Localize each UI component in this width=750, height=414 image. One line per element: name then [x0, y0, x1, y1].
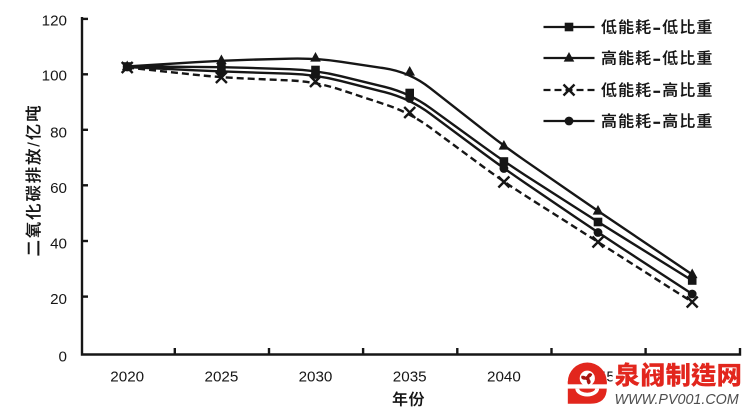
svg-text:0: 0: [59, 349, 67, 366]
svg-text:/: /: [25, 142, 43, 147]
svg-text:100: 100: [42, 68, 67, 85]
svg-text:120: 120: [42, 12, 67, 29]
svg-text:WWW.PV001.COM: WWW.PV001.COM: [615, 392, 739, 408]
svg-text:2025: 2025: [205, 369, 239, 386]
svg-text:2030: 2030: [299, 369, 333, 386]
svg-text:2020: 2020: [110, 369, 144, 386]
svg-text:20: 20: [50, 291, 67, 308]
svg-text:2035: 2035: [393, 369, 427, 386]
svg-text:2040: 2040: [487, 369, 521, 386]
svg-text:60: 60: [50, 180, 67, 197]
svg-text:80: 80: [50, 124, 67, 141]
svg-text:40: 40: [50, 236, 67, 253]
